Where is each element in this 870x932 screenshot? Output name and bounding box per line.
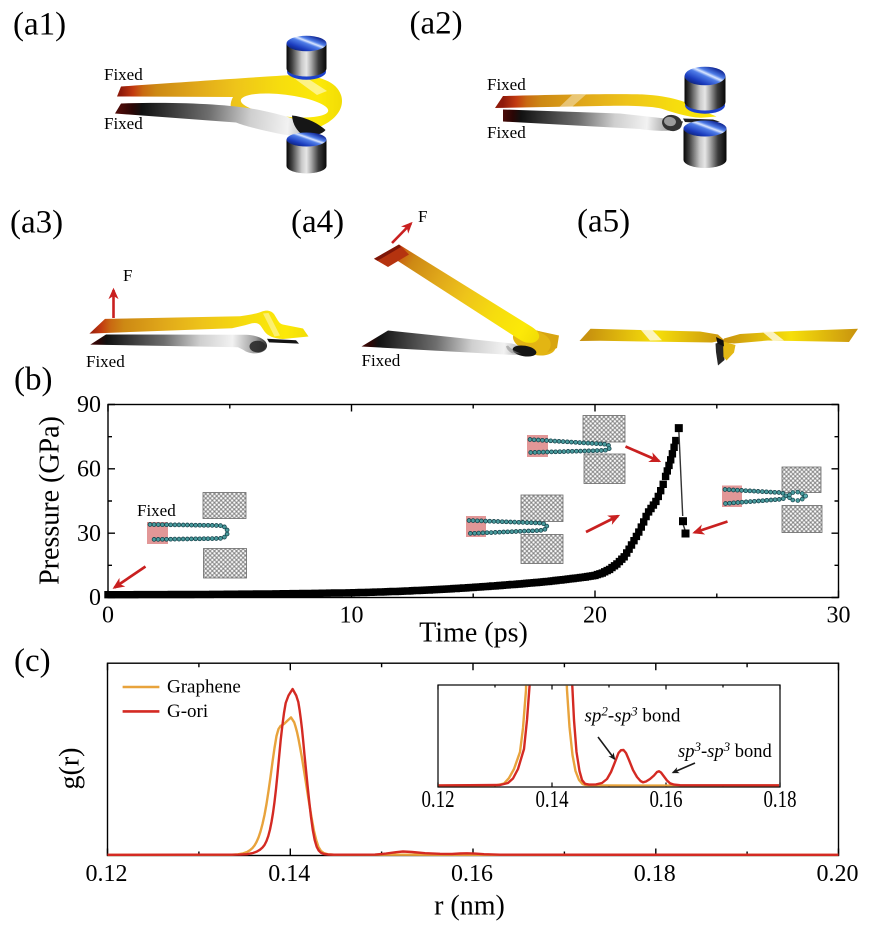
svg-text:(a3): (a3) xyxy=(10,205,63,241)
svg-text:0.18: 0.18 xyxy=(634,861,676,887)
svg-text:(a5): (a5) xyxy=(577,204,630,240)
svg-text:0: 0 xyxy=(102,603,114,629)
svg-text:G-ori: G-ori xyxy=(167,701,208,722)
svg-text:0.14: 0.14 xyxy=(268,861,310,887)
svg-text:sp3-sp3 bond: sp3-sp3 bond xyxy=(678,739,772,762)
svg-text:30: 30 xyxy=(827,603,851,629)
svg-text:g(r): g(r) xyxy=(55,748,86,790)
svg-text:20: 20 xyxy=(583,603,607,629)
svg-text:(c): (c) xyxy=(14,643,51,679)
svg-text:30: 30 xyxy=(77,521,101,547)
svg-text:(b): (b) xyxy=(14,362,52,398)
svg-text:Time (ps): Time (ps) xyxy=(419,618,528,649)
svg-text:0.12: 0.12 xyxy=(422,787,455,813)
svg-text:Fixed: Fixed xyxy=(86,352,125,371)
svg-text:F: F xyxy=(123,266,132,285)
svg-text:0.16: 0.16 xyxy=(650,787,683,813)
svg-text:0.12: 0.12 xyxy=(86,861,128,887)
svg-text:0: 0 xyxy=(89,585,101,611)
svg-text:60: 60 xyxy=(77,456,101,482)
svg-text:r (nm): r (nm) xyxy=(434,891,505,922)
svg-text:0.16: 0.16 xyxy=(451,861,493,887)
svg-text:Fixed: Fixed xyxy=(104,114,143,133)
svg-text:Fixed: Fixed xyxy=(487,123,526,142)
svg-text:Fixed: Fixed xyxy=(487,75,526,94)
svg-text:(a1): (a1) xyxy=(13,7,66,43)
svg-text:10: 10 xyxy=(340,603,364,629)
svg-text:Fixed: Fixed xyxy=(104,65,143,84)
svg-text:0.20: 0.20 xyxy=(817,861,859,887)
svg-text:Pressure (GPa): Pressure (GPa) xyxy=(35,416,66,585)
svg-text:F: F xyxy=(418,207,427,226)
svg-text:sp2-sp3 bond: sp2-sp3 bond xyxy=(585,704,681,727)
svg-text:90: 90 xyxy=(77,392,101,418)
svg-text:0.18: 0.18 xyxy=(764,787,797,813)
svg-text:0.14: 0.14 xyxy=(536,787,569,813)
svg-text:Fixed: Fixed xyxy=(362,351,401,370)
svg-text:(a2): (a2) xyxy=(410,6,463,42)
svg-text:(a4): (a4) xyxy=(291,204,344,240)
svg-text:Fixed: Fixed xyxy=(137,501,176,520)
svg-text:Graphene: Graphene xyxy=(167,677,241,698)
